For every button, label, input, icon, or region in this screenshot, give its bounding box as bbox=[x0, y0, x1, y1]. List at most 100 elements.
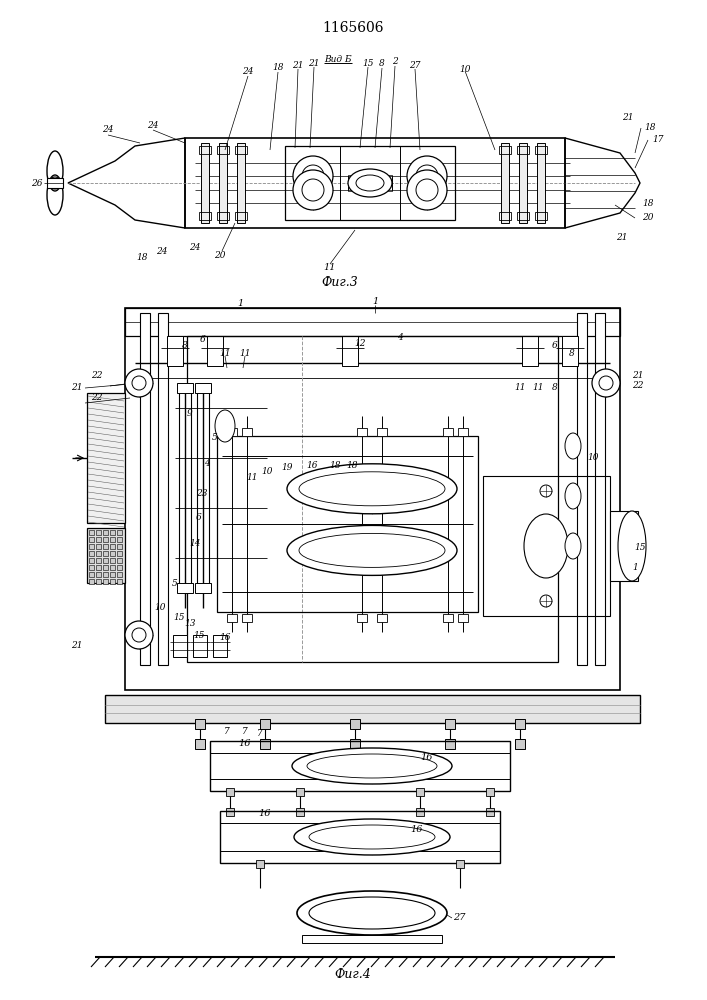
Bar bbox=[416, 808, 424, 816]
Ellipse shape bbox=[565, 433, 581, 459]
Bar bbox=[350, 719, 360, 729]
Bar bbox=[424, 198, 430, 204]
Bar bbox=[226, 788, 234, 796]
Bar bbox=[210, 741, 510, 791]
Bar bbox=[96, 530, 101, 535]
Ellipse shape bbox=[294, 819, 450, 855]
Ellipse shape bbox=[287, 525, 457, 575]
Bar bbox=[195, 739, 205, 749]
Bar bbox=[296, 808, 304, 816]
Bar bbox=[158, 313, 168, 665]
Bar bbox=[299, 187, 305, 193]
Bar bbox=[486, 808, 494, 816]
Text: 16: 16 bbox=[239, 740, 251, 748]
Circle shape bbox=[49, 177, 61, 189]
Bar bbox=[413, 187, 419, 193]
Text: 6: 6 bbox=[196, 514, 202, 522]
Bar bbox=[110, 551, 115, 556]
Bar bbox=[47, 178, 63, 188]
Text: 11: 11 bbox=[246, 474, 258, 483]
Text: 18: 18 bbox=[136, 253, 148, 262]
Bar bbox=[321, 173, 327, 179]
Bar bbox=[237, 143, 245, 223]
Bar bbox=[89, 565, 94, 570]
Circle shape bbox=[132, 628, 146, 642]
Bar bbox=[595, 313, 605, 665]
Bar bbox=[242, 428, 252, 436]
Text: 1: 1 bbox=[632, 564, 638, 572]
Bar bbox=[310, 198, 316, 204]
Bar bbox=[302, 935, 442, 943]
Bar bbox=[103, 565, 108, 570]
Bar bbox=[424, 184, 430, 190]
Bar bbox=[445, 719, 455, 729]
Text: 16: 16 bbox=[219, 634, 230, 643]
Bar bbox=[140, 313, 150, 665]
Bar bbox=[377, 428, 387, 436]
Text: 10: 10 bbox=[154, 603, 165, 612]
Text: 9: 9 bbox=[187, 408, 193, 418]
Bar bbox=[195, 383, 211, 393]
Bar bbox=[519, 143, 527, 223]
Text: 16: 16 bbox=[306, 462, 317, 471]
Circle shape bbox=[302, 165, 324, 187]
Text: 8: 8 bbox=[552, 383, 558, 392]
Text: 24: 24 bbox=[156, 247, 168, 256]
Text: 7: 7 bbox=[224, 726, 230, 736]
Bar bbox=[458, 428, 468, 436]
Text: 6: 6 bbox=[552, 342, 558, 351]
Bar bbox=[177, 383, 193, 393]
Bar bbox=[117, 558, 122, 563]
Bar bbox=[96, 558, 101, 563]
Bar bbox=[310, 162, 316, 168]
Bar bbox=[310, 184, 316, 190]
Bar bbox=[110, 530, 115, 535]
Text: 24: 24 bbox=[147, 120, 159, 129]
Bar bbox=[260, 739, 270, 749]
Text: 13: 13 bbox=[185, 618, 196, 628]
Text: 18: 18 bbox=[329, 460, 341, 470]
Bar bbox=[227, 428, 237, 436]
Bar bbox=[235, 212, 247, 220]
Bar bbox=[117, 537, 122, 542]
Text: 18: 18 bbox=[346, 462, 358, 471]
Text: 21: 21 bbox=[632, 371, 644, 380]
Bar bbox=[96, 565, 101, 570]
Text: 18: 18 bbox=[272, 64, 284, 73]
Bar bbox=[260, 719, 270, 729]
Bar bbox=[296, 788, 304, 796]
Text: 7: 7 bbox=[242, 726, 248, 736]
Text: 8: 8 bbox=[379, 60, 385, 68]
Bar bbox=[220, 811, 500, 863]
Bar bbox=[242, 614, 252, 622]
Circle shape bbox=[132, 376, 146, 390]
Bar bbox=[562, 336, 578, 366]
Bar bbox=[299, 173, 305, 179]
Circle shape bbox=[540, 595, 552, 607]
Text: 11: 11 bbox=[239, 349, 251, 358]
Circle shape bbox=[125, 369, 153, 397]
Bar bbox=[226, 808, 234, 816]
Text: 27: 27 bbox=[452, 914, 465, 922]
Text: 20: 20 bbox=[214, 250, 226, 259]
Bar bbox=[185, 138, 565, 228]
Text: 16: 16 bbox=[259, 810, 271, 818]
Bar bbox=[187, 336, 558, 662]
Bar bbox=[96, 572, 101, 577]
Bar bbox=[486, 788, 494, 796]
Bar bbox=[443, 428, 453, 436]
Ellipse shape bbox=[618, 511, 646, 581]
Bar bbox=[103, 530, 108, 535]
Bar bbox=[89, 579, 94, 584]
Bar bbox=[443, 614, 453, 622]
Ellipse shape bbox=[297, 891, 447, 935]
Text: 11: 11 bbox=[324, 263, 337, 272]
Text: 10: 10 bbox=[588, 454, 599, 462]
Text: 11: 11 bbox=[219, 349, 230, 358]
Circle shape bbox=[592, 369, 620, 397]
Circle shape bbox=[599, 376, 613, 390]
Text: 15: 15 bbox=[193, 632, 205, 641]
Text: 17: 17 bbox=[653, 135, 664, 144]
Bar bbox=[445, 739, 455, 749]
Bar bbox=[499, 146, 511, 154]
